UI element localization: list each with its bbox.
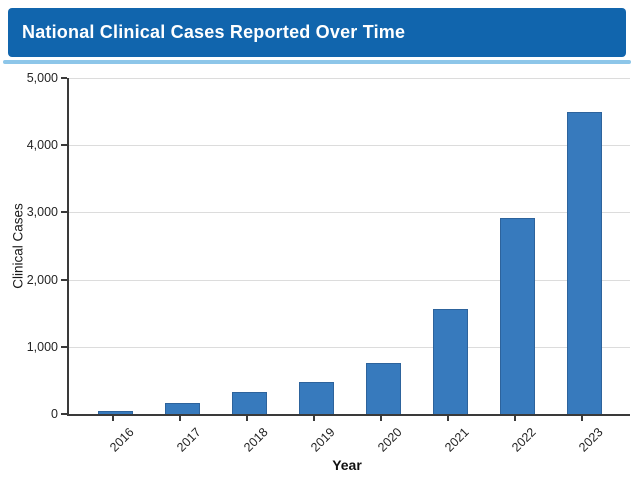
y-tick-label-2000: 2,000 — [26, 272, 58, 287]
x-tick-mark-2022 — [514, 416, 516, 421]
y-tick-mark-5000 — [61, 77, 67, 79]
gridline-4000 — [69, 145, 630, 147]
x-tick-label-2018: 2018 — [241, 425, 271, 455]
bar-2020 — [365, 362, 401, 414]
y-tick-label-0: 0 — [51, 407, 58, 421]
chart-title: National Clinical Cases Reported Over Ti… — [22, 22, 406, 42]
y-tick-label-3000: 3,000 — [26, 205, 58, 220]
x-tick-mark-2017 — [179, 416, 181, 421]
x-tick-label-2019: 2019 — [308, 425, 338, 455]
x-tick-mark-2016 — [112, 416, 114, 421]
x-tick-mark-2019 — [313, 416, 315, 421]
y-tick-mark-2000 — [61, 278, 67, 281]
x-tick-label-2016: 2016 — [107, 425, 137, 455]
gridline-5000 — [69, 78, 630, 79]
bar-2019 — [298, 382, 334, 414]
bar-2018 — [231, 391, 267, 414]
plot-area — [67, 78, 630, 416]
x-tick-mark-2018 — [246, 416, 248, 421]
x-tick-label-2021: 2021 — [442, 425, 472, 455]
x-tick-label-2023: 2023 — [576, 425, 606, 455]
gridline-3000 — [69, 212, 630, 214]
x-tick-label-2022: 2022 — [509, 425, 539, 455]
x-tick-mark-2021 — [447, 416, 449, 421]
bar-chart: Clinical Cases Year 0 1,000 2,000 3,000 4,00… — [0, 66, 634, 483]
y-tick-mark-0 — [61, 413, 67, 415]
x-tick-mark-2020 — [380, 416, 382, 421]
bar-2021 — [432, 309, 468, 414]
title-underline-rule — [3, 60, 631, 64]
y-tick-label-1000: 1,000 — [26, 339, 58, 354]
chart-title-banner: National Clinical Cases Reported Over Ti… — [8, 8, 626, 57]
x-tick-label-2020: 2020 — [375, 425, 405, 455]
gridline-1000 — [69, 346, 630, 348]
y-tick-mark-1000 — [61, 345, 67, 348]
bar-2017 — [164, 402, 200, 414]
gridline-2000 — [69, 279, 630, 281]
y-tick-mark-3000 — [61, 211, 67, 214]
y-tick-label-4000: 4,000 — [26, 138, 58, 153]
x-axis-title: Year — [332, 457, 362, 473]
x-tick-mark-2023 — [581, 416, 583, 421]
bar-2023 — [566, 111, 602, 414]
bar-2016 — [97, 410, 133, 414]
y-tick-mark-4000 — [61, 144, 67, 147]
y-tick-label-5000: 5,000 — [26, 71, 58, 85]
x-tick-label-2017: 2017 — [174, 425, 204, 455]
bar-2022 — [499, 218, 535, 414]
